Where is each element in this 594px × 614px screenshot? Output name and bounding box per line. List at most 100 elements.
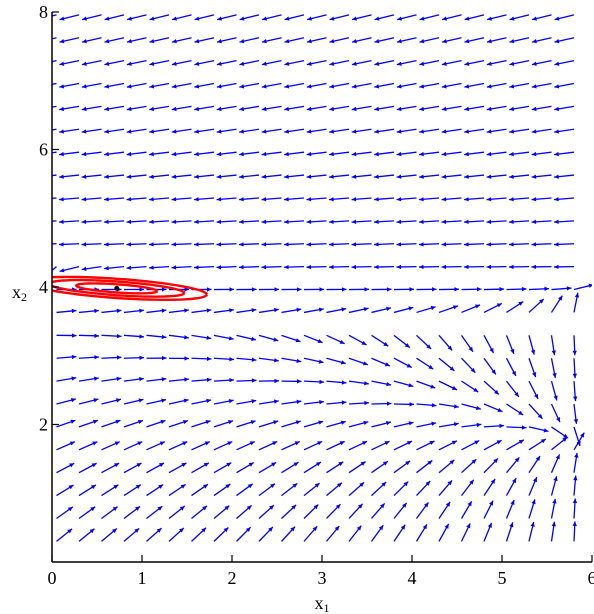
field-arrow — [126, 37, 147, 44]
field-arrow — [351, 14, 372, 21]
field-arrow — [396, 105, 417, 112]
field-arrow — [52, 105, 57, 108]
field-arrow — [419, 14, 440, 21]
x-tick-label: 0 — [48, 568, 57, 588]
field-arrow — [483, 522, 493, 542]
field-arrow — [52, 37, 57, 40]
field-arrow — [486, 242, 507, 247]
field-arrow — [284, 14, 305, 21]
field-arrow — [505, 380, 520, 398]
field-arrow — [418, 242, 440, 247]
field-arrow — [281, 504, 297, 519]
field-arrow — [236, 287, 257, 292]
field-arrow — [573, 292, 580, 313]
field-arrow — [236, 526, 252, 542]
field-arrow — [303, 525, 318, 542]
field-arrow — [126, 265, 147, 271]
field-arrow — [415, 502, 429, 519]
field-arrow — [191, 356, 212, 361]
field-arrow — [239, 197, 260, 202]
field-arrow — [261, 174, 282, 179]
field-arrow — [168, 308, 189, 314]
field-arrow — [303, 482, 321, 497]
field-arrow — [236, 399, 257, 405]
field-arrow — [306, 37, 327, 44]
field-arrow — [554, 37, 575, 44]
field-arrow — [284, 37, 305, 44]
field-arrow — [59, 14, 80, 21]
field-arrow — [52, 174, 57, 177]
field-arrow — [52, 266, 57, 272]
field-arrow — [374, 82, 395, 89]
field-arrow — [261, 14, 282, 21]
field-arrow — [393, 287, 415, 292]
field-arrow — [258, 287, 280, 292]
field-arrow — [123, 376, 144, 382]
field-arrow — [216, 105, 237, 112]
field-arrow — [56, 333, 77, 338]
field-arrow — [123, 441, 143, 451]
field-arrow — [371, 380, 392, 387]
field-arrow — [351, 59, 372, 66]
field-arrow — [78, 506, 96, 520]
field-arrow — [328, 264, 350, 270]
field-arrow — [104, 128, 125, 134]
field-arrow — [303, 357, 324, 364]
field-arrow — [104, 14, 125, 21]
field-arrow — [56, 462, 75, 474]
field-arrow — [261, 59, 282, 66]
field-arrow — [531, 264, 552, 270]
field-arrow — [303, 461, 322, 474]
field-arrow — [146, 308, 167, 314]
field-arrow — [281, 526, 296, 542]
field-arrow — [573, 452, 579, 473]
field-arrow — [81, 128, 102, 134]
field-arrow — [303, 307, 324, 314]
field-arrow — [191, 398, 212, 405]
field-arrow — [371, 502, 386, 519]
field-arrow — [306, 219, 327, 224]
field-arrow — [528, 298, 545, 313]
field-arrow — [258, 334, 279, 342]
field-arrow — [509, 151, 530, 157]
field-arrow — [554, 151, 575, 157]
field-arrow — [148, 265, 170, 270]
field-arrow — [460, 334, 474, 353]
field-arrow — [328, 219, 350, 224]
field-arrow — [52, 151, 57, 154]
field-arrow — [101, 462, 120, 474]
field-arrow — [56, 441, 76, 451]
y-axis-label: x2 — [12, 282, 27, 304]
field-arrow — [531, 151, 552, 157]
x-tick-label: 3 — [318, 568, 327, 588]
field-arrow — [553, 264, 575, 270]
field-arrow — [213, 440, 233, 451]
field-arrow — [149, 14, 170, 21]
field-arrow — [101, 506, 118, 520]
field-arrow — [464, 128, 485, 134]
field-arrow — [486, 264, 507, 270]
field-arrow — [281, 287, 302, 292]
field-arrow — [461, 458, 477, 474]
field-arrow — [52, 14, 57, 17]
field-arrow — [126, 151, 147, 157]
field-arrow — [194, 59, 215, 66]
field-arrow — [550, 335, 556, 356]
field-arrow — [123, 334, 144, 339]
field-arrow — [213, 527, 229, 542]
field-arrow — [461, 304, 481, 314]
field-arrow — [371, 481, 387, 497]
field-arrow — [419, 174, 440, 179]
field-arrow — [329, 151, 350, 157]
field-arrow — [348, 400, 370, 406]
field-arrow — [216, 59, 237, 66]
field-arrow — [508, 242, 530, 247]
field-arrow — [258, 420, 279, 428]
field-arrow — [261, 264, 282, 270]
field-arrow — [486, 128, 507, 134]
field-arrow — [351, 82, 372, 89]
field-arrow — [171, 242, 192, 247]
field-arrow — [461, 440, 480, 451]
field-arrow — [123, 527, 140, 542]
